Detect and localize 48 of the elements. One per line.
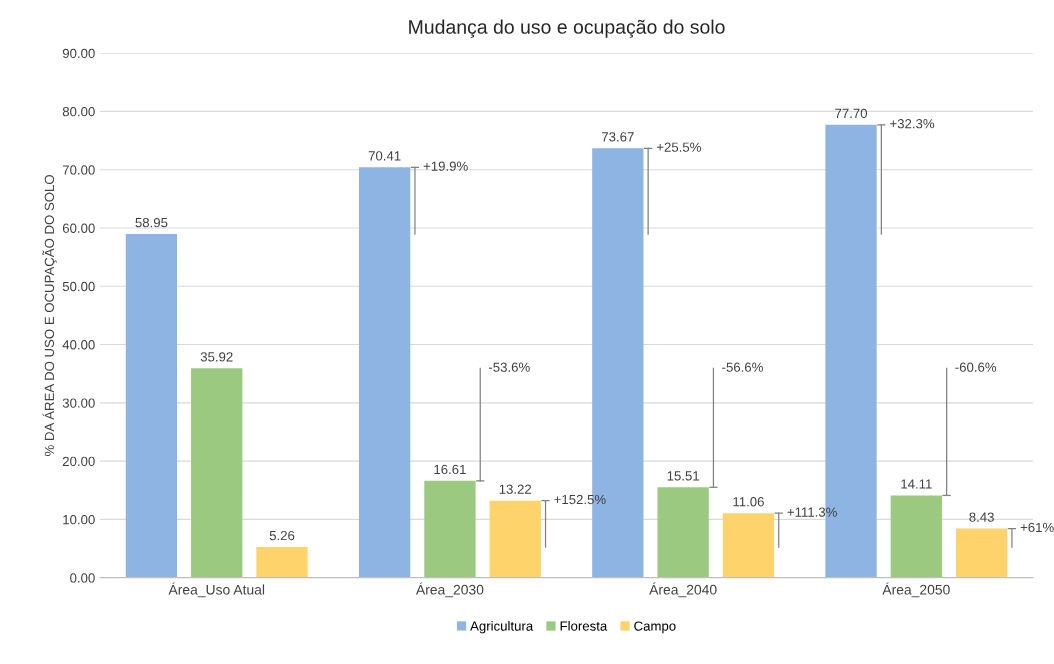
bar xyxy=(955,528,1008,578)
data-label: 13.22 xyxy=(499,484,532,494)
bar xyxy=(657,487,709,578)
annotation: +61% xyxy=(1020,522,1054,533)
x-tick-label: Área_2030 xyxy=(415,582,484,598)
annotation: +19.9% xyxy=(423,161,468,171)
y-tick-label: 20.00 xyxy=(62,456,95,467)
bar xyxy=(125,234,178,578)
data-label: 8.43 xyxy=(969,512,994,522)
data-label: 5.26 xyxy=(269,530,295,541)
chart-title: Mudança do uso e ocupação do solo xyxy=(409,19,725,38)
y-tick-label: 90.00 xyxy=(62,48,95,59)
bar xyxy=(191,368,243,578)
bar xyxy=(890,495,942,578)
y-tick-label: 50.00 xyxy=(62,281,95,292)
annotation: +32.3% xyxy=(890,119,935,129)
y-tick-label: 30.00 xyxy=(62,398,95,408)
x-tick-label: Área_2050 xyxy=(882,582,950,598)
annotation: -53.6% xyxy=(488,362,530,372)
y-tick-label: 80.00 xyxy=(62,106,95,117)
bar xyxy=(722,513,775,578)
legend-label: Floresta xyxy=(560,621,608,631)
data-label: 14.11 xyxy=(901,479,932,489)
data-label: 15.51 xyxy=(667,471,699,481)
y-tick-label: 60.00 xyxy=(62,223,95,233)
annotation: -56.6% xyxy=(722,362,763,372)
annotation: -60.6% xyxy=(955,362,997,372)
data-label: 70.41 xyxy=(368,151,401,161)
y-axis-title: % DA ÁREA DO USO E OCUPAÇÃO DO SOLO xyxy=(42,175,57,456)
bar xyxy=(489,500,541,578)
data-label: 16.61 xyxy=(434,464,466,475)
y-tick-label: 10.00 xyxy=(63,514,95,525)
legend-label: Campo xyxy=(634,621,676,634)
bar xyxy=(424,480,476,578)
y-tick-label: 0.00 xyxy=(70,573,95,583)
data-label: 35.92 xyxy=(200,352,233,362)
x-tick-label: Área_Uso Atual xyxy=(168,582,265,598)
y-tick-label: 70.00 xyxy=(62,165,95,175)
bar xyxy=(358,167,411,578)
data-label: 73.67 xyxy=(602,132,634,142)
x-tick-label: Área_2040 xyxy=(649,582,717,598)
data-label: 58.95 xyxy=(135,217,168,228)
y-tick-label: 40.00 xyxy=(62,340,95,350)
annotation: +25.5% xyxy=(656,142,701,152)
legend-label: Agricultura xyxy=(470,621,534,634)
bar xyxy=(256,547,308,578)
data-label: 11.06 xyxy=(733,497,764,507)
data-label: 77.70 xyxy=(835,108,868,119)
